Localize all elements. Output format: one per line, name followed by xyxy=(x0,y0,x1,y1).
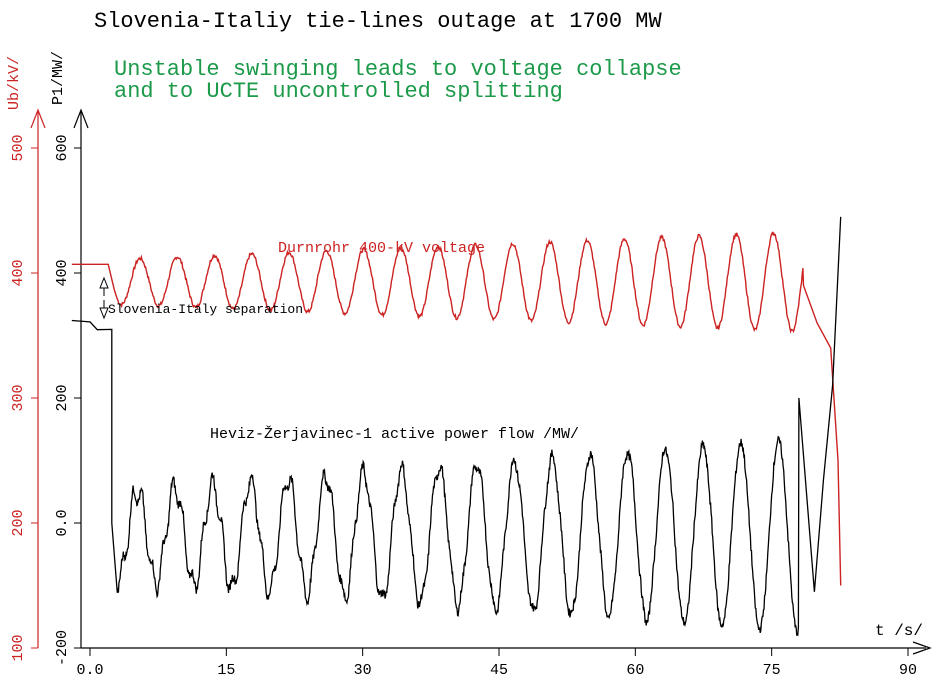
separation-arrow-down-head xyxy=(99,307,109,320)
left-tick-label: 200 xyxy=(10,509,27,536)
right-tick-label: 600 xyxy=(54,134,71,161)
separation-arrow-up-head xyxy=(99,276,109,289)
axes-group xyxy=(30,108,932,655)
x-tick-label: 60 xyxy=(626,662,644,679)
x-axis-label: t /s/ xyxy=(875,622,923,640)
voltage-series-label: Durnrohr 400-kV voltage xyxy=(278,240,485,257)
ticks-group: 0.0 15 30 45 60 75 90 100 200 300 400 500 -200 0.0 200… xyxy=(10,134,917,679)
x-axis-arrow xyxy=(912,641,932,655)
right-tick-label: -200 xyxy=(54,630,71,666)
left-axis-arrow xyxy=(30,108,46,129)
power-series-label: Heviz-Žerjavinec-1 active power flow /MW… xyxy=(210,425,579,443)
voltage-series-line xyxy=(71,231,842,586)
left-axis-label: Ub/kV/ xyxy=(6,56,23,110)
separation-marker xyxy=(99,276,109,320)
chart-subtitle-line-1: Unstable swinging leads to voltage colla… xyxy=(114,57,682,82)
right-tick-label: 200 xyxy=(54,384,71,411)
right-tick-label: 400 xyxy=(54,259,71,286)
power-series-line xyxy=(71,216,842,637)
chart-subtitle-line-2: and to UCTE uncontrolled splitting xyxy=(114,79,563,104)
x-tick-label: 90 xyxy=(899,662,917,679)
chart-title: Slovenia-Italiy tie-lines outage at 1700… xyxy=(94,9,662,34)
x-tick-label: 45 xyxy=(490,662,508,679)
right-axis-label: P1/MW/ xyxy=(50,51,67,105)
left-tick-label: 400 xyxy=(10,259,27,286)
left-tick-label: 300 xyxy=(10,384,27,411)
left-tick-label: 500 xyxy=(10,134,27,161)
x-tick-label: 15 xyxy=(217,662,235,679)
left-tick-label: 100 xyxy=(10,634,27,661)
x-tick-label: 30 xyxy=(354,662,372,679)
x-tick-label: 0.0 xyxy=(76,662,103,679)
series-group xyxy=(71,216,842,637)
x-tick-label: 75 xyxy=(763,662,781,679)
separation-annotation: Slovenia-Italy separation xyxy=(108,302,303,317)
right-axis-arrow xyxy=(73,108,89,129)
right-tick-label: 0.0 xyxy=(54,509,71,536)
